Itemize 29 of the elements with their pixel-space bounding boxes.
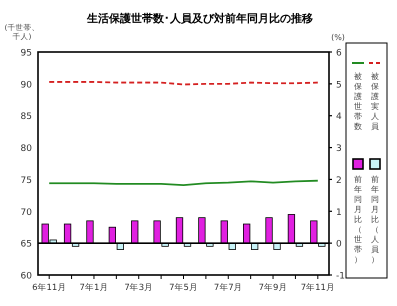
x-tick-label: 7年11月	[300, 282, 335, 293]
y2-tick-label: 6	[336, 48, 342, 58]
y-tick-label: 70	[20, 208, 32, 218]
legend-label: 被保護世帯数	[354, 72, 362, 131]
y2-tick-label: 4	[336, 112, 342, 122]
y2-tick-label: -1	[336, 272, 345, 282]
legend-label: 被保護実人員	[371, 72, 379, 131]
y2-tick-label: 1	[336, 208, 342, 218]
y-tick-label: 60	[20, 272, 32, 282]
y2-tick-label: 2	[336, 176, 342, 186]
y-tick-label: 90	[20, 80, 32, 90]
y-tick-label: 65	[20, 240, 32, 250]
text: 前年同月比（人員）	[371, 175, 379, 264]
y-tick-label: 85	[20, 112, 32, 122]
x-tick-label: 7年1月	[80, 282, 108, 293]
x-tick-label: 7年7月	[214, 282, 243, 293]
x-tick-label: 7年3月	[124, 282, 154, 293]
y-tick-label: 75	[20, 176, 32, 186]
x-tick-label: 6年11月	[32, 282, 66, 293]
x-tick-label: 7年9月	[258, 282, 288, 293]
chart-title: 生活保護世帯数･人員及び対前年同月比の推移	[86, 12, 313, 25]
y2-tick-label: 0	[336, 240, 342, 250]
y2-axis-title: (%)	[331, 33, 345, 42]
x-tick-label: 7年5月	[169, 282, 198, 293]
text: 前年同月比（世帯）	[354, 175, 362, 264]
y2-tick-label: 3	[336, 144, 342, 154]
y2-tick-label: 5	[336, 80, 342, 90]
y-tick-label: 80	[20, 144, 32, 154]
y-tick-label: 95	[20, 48, 32, 58]
